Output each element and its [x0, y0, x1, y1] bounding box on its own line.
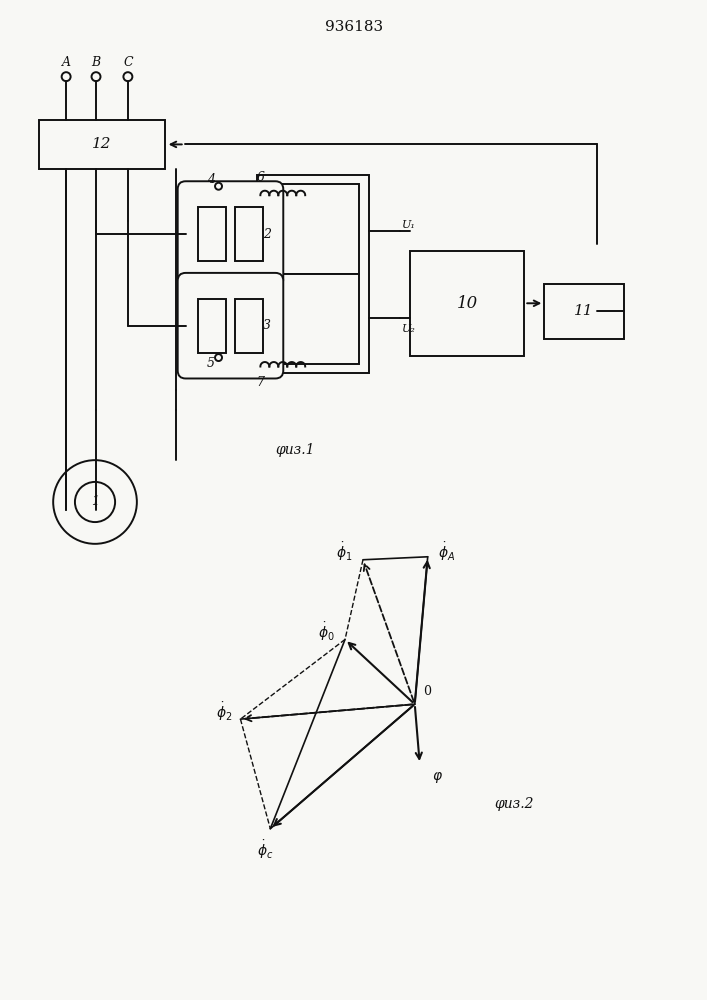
- Text: 5: 5: [206, 357, 214, 370]
- Text: C: C: [123, 56, 133, 69]
- Text: 12: 12: [92, 137, 112, 151]
- Text: 11: 11: [574, 304, 594, 318]
- Text: $\varphi$: $\varphi$: [432, 770, 443, 785]
- Text: $\dot{\phi}_2$: $\dot{\phi}_2$: [216, 700, 233, 723]
- Text: 6: 6: [257, 171, 264, 184]
- Bar: [235, 207, 263, 261]
- Text: 0: 0: [423, 685, 431, 698]
- Bar: [257, 175, 369, 373]
- Bar: [198, 207, 226, 261]
- Text: 4: 4: [206, 173, 214, 186]
- Bar: [235, 299, 263, 353]
- Bar: [267, 184, 359, 274]
- Text: 2: 2: [263, 228, 271, 241]
- FancyBboxPatch shape: [177, 181, 284, 287]
- Text: 7: 7: [257, 376, 264, 389]
- Text: A: A: [62, 56, 71, 69]
- Text: B: B: [91, 56, 100, 69]
- Text: U₂: U₂: [402, 324, 416, 334]
- Text: $\dot{\phi}_A$: $\dot{\phi}_A$: [438, 540, 455, 563]
- Text: 3: 3: [263, 319, 271, 332]
- Bar: [410, 251, 525, 356]
- Text: φиз.2: φиз.2: [494, 797, 534, 811]
- Bar: [544, 284, 624, 339]
- Text: $\dot{\phi}_1$: $\dot{\phi}_1$: [337, 540, 353, 563]
- Text: 936183: 936183: [325, 20, 383, 34]
- FancyBboxPatch shape: [177, 273, 284, 378]
- Text: $\dot{\phi}_0$: $\dot{\phi}_0$: [318, 620, 335, 643]
- Text: 1: 1: [91, 495, 99, 508]
- Text: φиз.1: φиз.1: [276, 443, 315, 457]
- Bar: [267, 274, 359, 364]
- Bar: [198, 299, 226, 353]
- Bar: [40, 120, 165, 169]
- Text: $\dot{\phi}_c$: $\dot{\phi}_c$: [257, 839, 274, 861]
- Text: 10: 10: [457, 295, 478, 312]
- Text: U₁: U₁: [402, 220, 416, 230]
